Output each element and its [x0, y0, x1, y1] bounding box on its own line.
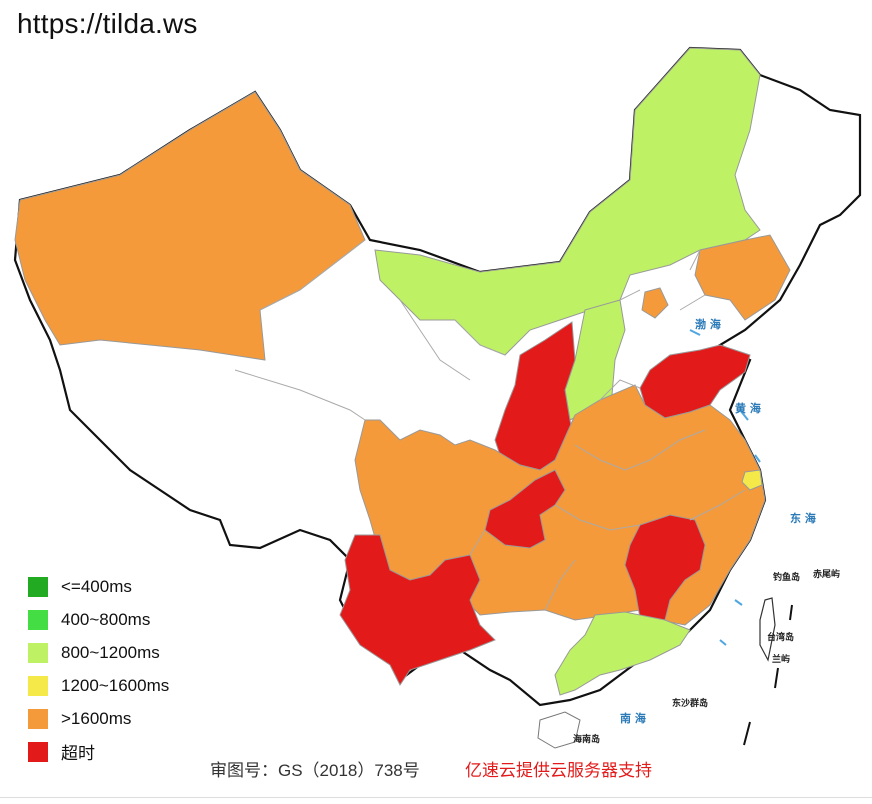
legend-label: 超时 [61, 744, 95, 763]
support-credit[interactable]: 亿速云提供云服务器支持 [465, 761, 652, 780]
taiwan-label: 台湾岛 [767, 631, 794, 643]
legend-swatch [28, 642, 48, 663]
region-yunnan [339, 534, 496, 686]
legend-item: >1600ms [28, 702, 169, 735]
url-title: https://tilda.ws [17, 8, 198, 39]
region-jiangxi [624, 514, 706, 621]
map-approval-number: 审图号：GS（2018）738号 [210, 761, 420, 780]
legend-item: 超时 [28, 735, 169, 768]
latency-legend: <=400ms 400~800ms 800~1200ms 1200~1600ms >16… [28, 570, 169, 768]
legend-swatch [28, 675, 48, 696]
bohai-label: 渤 海 [695, 317, 721, 331]
diaoyu-label: 钓鱼岛 [773, 571, 800, 583]
legend-swatch [28, 576, 48, 597]
legend-label: 800~1200ms [61, 642, 160, 662]
legend-label: 400~800ms [61, 609, 151, 629]
legend-swatch [28, 741, 48, 762]
hainan-label: 海南岛 [573, 733, 600, 745]
legend-item: <=400ms [28, 570, 169, 603]
region-shanghai [741, 469, 763, 491]
legend-label: >1600ms [61, 708, 132, 728]
region-taiwan [759, 597, 776, 662]
legend-item: 800~1200ms [28, 636, 169, 669]
south-sea-label: 南 海 [620, 711, 646, 725]
legend-swatch [28, 708, 48, 729]
lanyu-label: 兰屿 [772, 653, 790, 665]
bottom-divider [0, 797, 872, 798]
yellow-sea-label: 黄 海 [735, 401, 761, 415]
region-beijing [641, 287, 669, 319]
legend-item: 1200~1600ms [28, 669, 169, 702]
legend-label: 1200~1600ms [61, 675, 170, 695]
legend-item: 400~800ms [28, 603, 169, 636]
legend-swatch [28, 609, 48, 630]
dongsha-label: 东沙群岛 [672, 697, 708, 709]
legend-label: <=400ms [61, 576, 132, 596]
east-sea-label: 东 海 [790, 511, 816, 525]
region-chongqing [484, 469, 566, 549]
region-guangdong [554, 611, 691, 696]
chiwei-label: 赤尾屿 [813, 568, 840, 580]
region-liaoning [694, 234, 791, 321]
region-hainan [537, 711, 581, 749]
